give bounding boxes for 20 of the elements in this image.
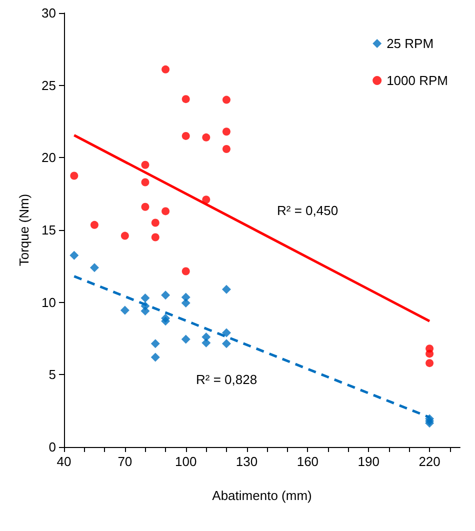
x-axis-title: Abatimento (mm) bbox=[212, 488, 312, 503]
x-tick-label: 160 bbox=[296, 454, 319, 469]
x-tick-label: 220 bbox=[418, 454, 440, 469]
y-tick-label: 30 bbox=[42, 6, 56, 20]
x-tick-label: 190 bbox=[358, 454, 380, 469]
legend-label: 1000 RPM bbox=[386, 73, 448, 88]
x-tick-label: 70 bbox=[118, 454, 132, 469]
y-tick-label: 0 bbox=[48, 440, 56, 454]
annotation: R² = 0,828 bbox=[196, 372, 258, 387]
y-axis-title: Torque (Nm) bbox=[16, 194, 32, 266]
x-tick-label: 40 bbox=[56, 454, 72, 469]
x-tick-label: 100 bbox=[174, 454, 197, 469]
y-tick-label: 10 bbox=[42, 294, 56, 310]
x-tick-label: 130 bbox=[236, 454, 258, 469]
legend-label: 25 RPM bbox=[386, 36, 434, 51]
annotation: R² = 0,450 bbox=[277, 203, 338, 218]
y-tick-label: 25 bbox=[42, 78, 56, 93]
y-tick-label: 15 bbox=[42, 222, 56, 238]
y-tick-label: 20 bbox=[42, 150, 56, 166]
y-tick-label: 5 bbox=[48, 367, 56, 382]
